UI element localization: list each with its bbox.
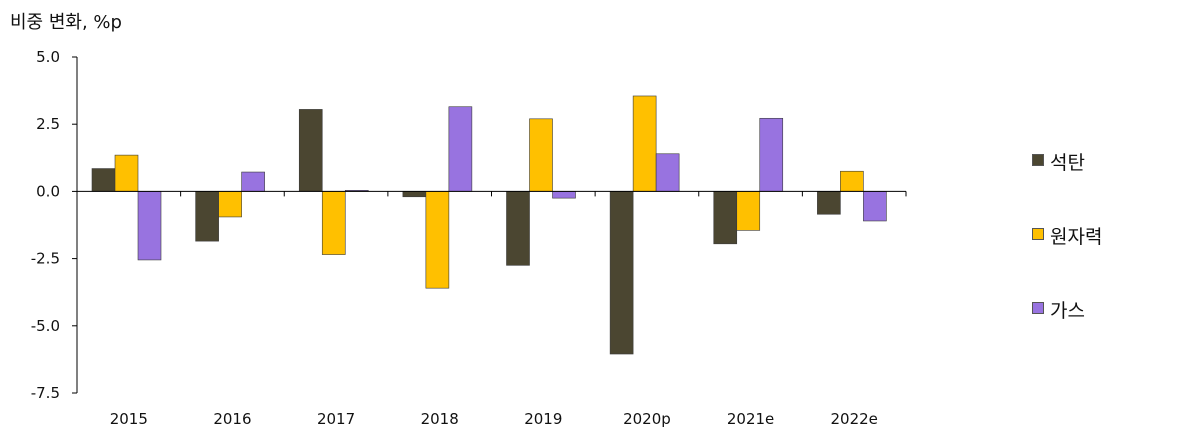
y-tick-label: -5.0 bbox=[31, 317, 60, 335]
bar-0-3 bbox=[402, 191, 427, 198]
bar-1-2 bbox=[321, 191, 346, 255]
y-tick-label: -7.5 bbox=[31, 384, 60, 402]
bar-0-7 bbox=[817, 191, 841, 215]
x-tick-label: 2019 bbox=[524, 410, 562, 428]
x-tick-label: 2020p bbox=[623, 410, 671, 428]
bar-0-6 bbox=[713, 191, 738, 245]
x-tick-label: 2022e bbox=[830, 410, 877, 428]
bar-2-4 bbox=[552, 191, 576, 199]
bar-0-2 bbox=[298, 109, 323, 192]
bar-0-1 bbox=[195, 191, 219, 242]
bar-2-0 bbox=[137, 191, 162, 261]
bar-0-0 bbox=[91, 168, 116, 192]
bar-0-5 bbox=[609, 191, 634, 355]
x-tick-label: 2018 bbox=[421, 410, 459, 428]
bar-2-1 bbox=[241, 171, 265, 192]
legend-label-gas: 가스 bbox=[1050, 300, 1085, 322]
x-tick-label: 2015 bbox=[110, 410, 148, 428]
bar-1-6 bbox=[736, 191, 761, 231]
bar-2-6 bbox=[759, 117, 784, 192]
x-tick-label: 2017 bbox=[317, 410, 355, 428]
x-tick-label: 2016 bbox=[213, 410, 251, 428]
legend-swatch-gas bbox=[1032, 302, 1044, 314]
bar-0-4 bbox=[506, 191, 530, 266]
bar-1-7 bbox=[840, 170, 864, 192]
legend-label-nuclear: 원자력 bbox=[1050, 226, 1103, 248]
legend-swatch-nuclear bbox=[1032, 228, 1044, 240]
y-axis-unit-label: 비중 변화, %p bbox=[10, 12, 122, 33]
y-tick-label: 0.0 bbox=[36, 182, 60, 200]
y-tick-label: -2.5 bbox=[31, 250, 60, 268]
bar-2-5 bbox=[655, 153, 680, 192]
x-tick-label: 2021e bbox=[727, 410, 774, 428]
bar-2-3 bbox=[448, 106, 473, 192]
legend-swatch-coal bbox=[1032, 154, 1044, 166]
bar-1-4 bbox=[529, 118, 553, 192]
bar-1-0 bbox=[114, 154, 139, 192]
y-tick-label: 2.5 bbox=[36, 115, 60, 133]
bar-1-3 bbox=[425, 191, 450, 289]
bar-2-7 bbox=[863, 191, 887, 222]
y-tick-label: 5.0 bbox=[36, 48, 60, 66]
legend-label-coal: 석탄 bbox=[1050, 152, 1085, 174]
bar-1-1 bbox=[218, 191, 242, 218]
bar-1-5 bbox=[632, 95, 657, 192]
